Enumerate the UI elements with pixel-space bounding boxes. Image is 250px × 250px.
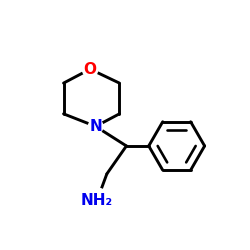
Text: NH₂: NH₂: [81, 193, 113, 208]
Circle shape: [82, 61, 98, 77]
Text: N: N: [89, 119, 102, 134]
Circle shape: [85, 188, 109, 213]
Text: O: O: [84, 62, 96, 77]
Circle shape: [88, 119, 103, 134]
